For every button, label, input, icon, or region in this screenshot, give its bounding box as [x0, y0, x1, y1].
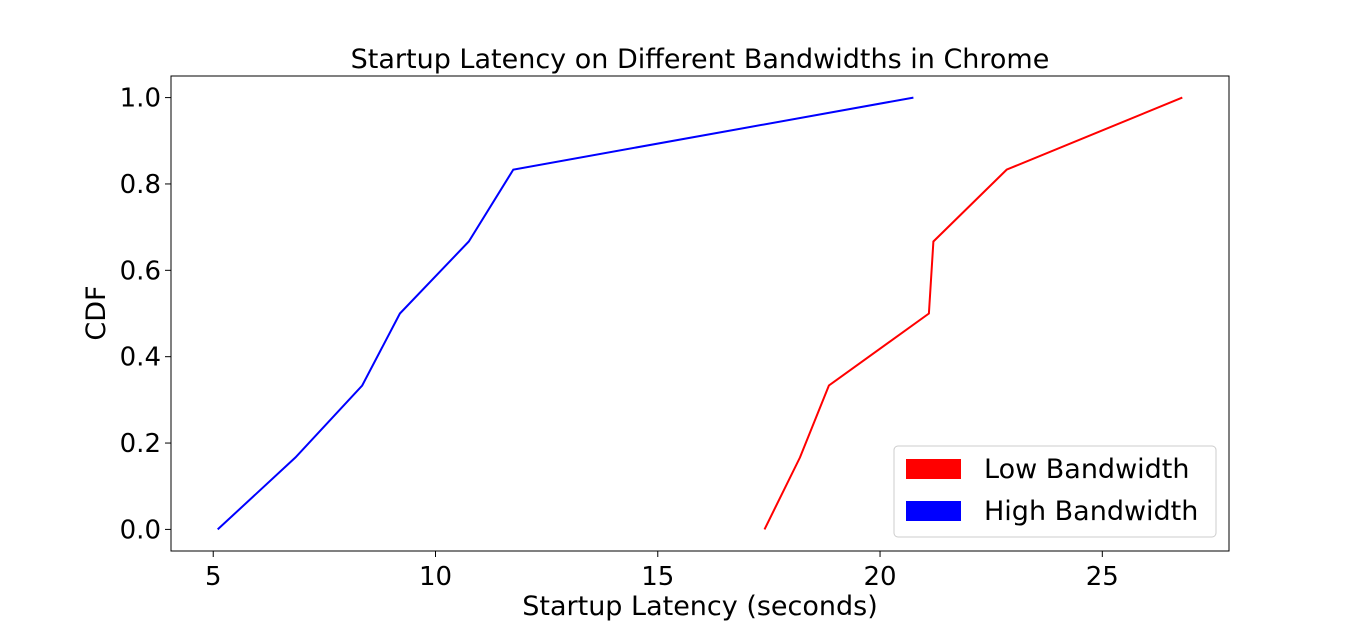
x-tick-label: 20 — [863, 562, 896, 592]
y-tick-label: 0.4 — [120, 343, 161, 373]
plot-frame — [170, 75, 1230, 552]
x-axis: 5 10 15 20 25 — [205, 551, 1119, 592]
y-tick-label: 0.0 — [120, 515, 161, 545]
x-tick-label: 10 — [419, 562, 452, 592]
y-tick-label: 1.0 — [120, 84, 161, 114]
y-axis: 0.0 0.2 0.4 0.6 0.8 1.0 — [120, 84, 171, 545]
legend-swatch-low-bandwidth — [906, 459, 961, 479]
y-tick-label: 0.2 — [120, 429, 161, 459]
y-axis-label: CDF — [81, 285, 112, 340]
legend-swatch-high-bandwidth — [906, 501, 961, 521]
series-line-low-bandwidth — [763, 96, 1183, 530]
legend-label-low-bandwidth: Low Bandwidth — [984, 454, 1190, 485]
legend-label-high-bandwidth: High Bandwidth — [984, 496, 1198, 527]
x-tick-label: 5 — [205, 562, 222, 592]
series-line-high-bandwidth — [217, 96, 914, 531]
plot-area — [170, 75, 1230, 552]
chart-title: Startup Latency on Different Bandwidths … — [351, 44, 1050, 75]
series-lines — [217, 96, 1183, 531]
x-tick-label: 25 — [1086, 562, 1119, 592]
y-tick-label: 0.6 — [120, 256, 161, 286]
y-tick-label: 0.8 — [120, 170, 161, 200]
legend: Low Bandwidth High Bandwidth — [893, 445, 1217, 538]
x-axis-label: Startup Latency (seconds) — [522, 591, 878, 622]
legend-frame — [893, 445, 1217, 538]
x-tick-label: 15 — [641, 562, 674, 592]
